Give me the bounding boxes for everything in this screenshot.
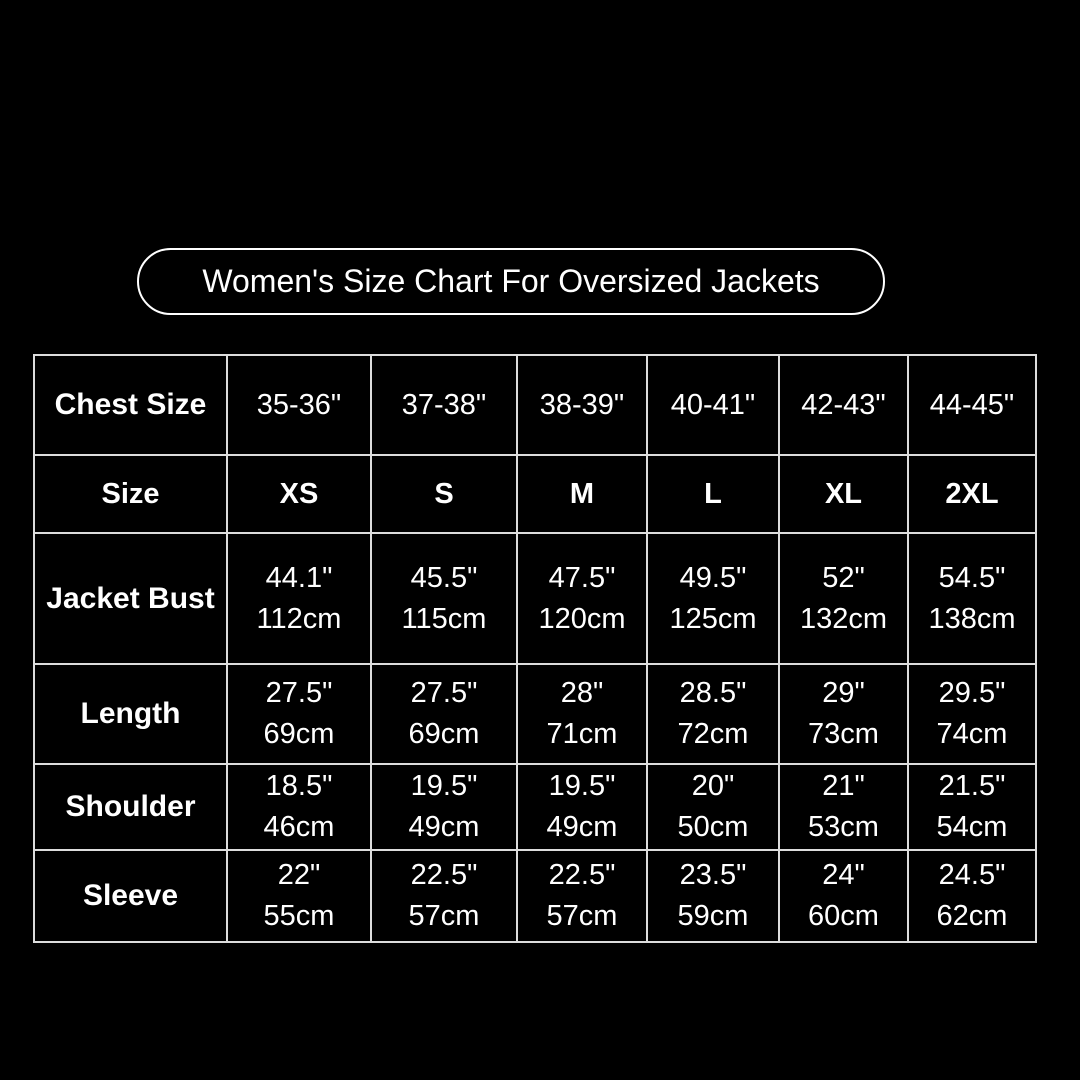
- value-inches: 22.5": [410, 859, 478, 891]
- table-cell: 44.1" 112cm: [226, 532, 372, 665]
- value-cm: 69cm: [263, 718, 335, 750]
- value-cm: 120cm: [538, 602, 626, 635]
- table-cell: S: [370, 454, 518, 534]
- table-cell: 40-41": [646, 354, 780, 456]
- value-cm: 53cm: [808, 811, 879, 843]
- value-inches: 19.5": [548, 770, 616, 802]
- row-header: Shoulder: [33, 763, 228, 851]
- value-cm: 49cm: [546, 811, 618, 843]
- table-cell: 24" 60cm: [778, 849, 909, 943]
- value-cm: 125cm: [669, 602, 757, 635]
- table-row-size: Size XS S M L XL 2XL: [33, 454, 1037, 534]
- chart-title: Women's Size Chart For Oversized Jackets: [137, 248, 885, 315]
- table-cell: 38-39": [516, 354, 648, 456]
- value-cm: 115cm: [401, 602, 487, 635]
- table-cell: 54.5" 138cm: [907, 532, 1037, 665]
- value-inches: 27.5": [265, 677, 333, 709]
- row-header: Length: [33, 663, 228, 765]
- table-cell: M: [516, 454, 648, 534]
- table-cell: 35-36": [226, 354, 372, 456]
- table-cell: 18.5" 46cm: [226, 763, 372, 851]
- value-cm: 71cm: [546, 718, 618, 750]
- table-row: Sleeve 22" 55cm 22.5" 57cm 22.5" 57cm 23.5" 59cm…: [33, 849, 1037, 943]
- value-cm: 73cm: [808, 718, 879, 750]
- table-cell: 27.5" 69cm: [370, 663, 518, 765]
- value-inches: 54.5": [938, 561, 1006, 594]
- value-cm: 50cm: [677, 811, 749, 843]
- table-cell: 21.5" 54cm: [907, 763, 1037, 851]
- value-inches: 45.5": [410, 561, 478, 594]
- table-cell: 22" 55cm: [226, 849, 372, 943]
- value-inches: 29.5": [938, 677, 1006, 709]
- table-row: Shoulder 18.5" 46cm 19.5" 49cm 19.5" 49cm 20" 50…: [33, 763, 1037, 851]
- table-cell: 49.5" 125cm: [646, 532, 780, 665]
- table-cell: 24.5" 62cm: [907, 849, 1037, 943]
- table-cell: 28" 71cm: [516, 663, 648, 765]
- table-cell: 27.5" 69cm: [226, 663, 372, 765]
- table-cell: 42-43": [778, 354, 909, 456]
- table-cell: 22.5" 57cm: [370, 849, 518, 943]
- table-row-chest-size: Chest Size 35-36" 37-38" 38-39" 40-41" 42-43"…: [33, 354, 1037, 456]
- value-inches: 52": [822, 561, 865, 594]
- value-inches: 22": [277, 859, 321, 891]
- value-cm: 49cm: [408, 811, 480, 843]
- value-cm: 54cm: [936, 811, 1008, 843]
- value-inches: 28.5": [679, 677, 747, 709]
- value-inches: 49.5": [679, 561, 747, 594]
- value-inches: 28": [560, 677, 604, 709]
- value-cm: 74cm: [936, 718, 1008, 750]
- value-inches: 24": [822, 859, 865, 891]
- table-row: Jacket Bust 44.1" 112cm 45.5" 115cm 47.5" 120c…: [33, 532, 1037, 665]
- table-cell: 29.5" 74cm: [907, 663, 1037, 765]
- value-inches: 19.5": [410, 770, 478, 802]
- value-cm: 55cm: [263, 900, 335, 932]
- table-cell: 19.5" 49cm: [516, 763, 648, 851]
- table-cell: 45.5" 115cm: [370, 532, 518, 665]
- value-inches: 21": [822, 770, 865, 802]
- table-cell: 23.5" 59cm: [646, 849, 780, 943]
- value-inches: 18.5": [265, 770, 333, 802]
- row-header: Chest Size: [33, 354, 228, 456]
- table-cell: 22.5" 57cm: [516, 849, 648, 943]
- value-inches: 22.5": [548, 859, 616, 891]
- value-cm: 72cm: [677, 718, 749, 750]
- value-inches: 21.5": [938, 770, 1006, 802]
- table-cell: 47.5" 120cm: [516, 532, 648, 665]
- value-cm: 57cm: [546, 900, 618, 932]
- value-inches: 23.5": [679, 859, 747, 891]
- table-cell: 20" 50cm: [646, 763, 780, 851]
- value-cm: 112cm: [256, 602, 342, 635]
- value-inches: 24.5": [938, 859, 1006, 891]
- table-cell: L: [646, 454, 780, 534]
- value-inches: 44.1": [265, 561, 333, 594]
- table-cell: 21" 53cm: [778, 763, 909, 851]
- row-header: Size: [33, 454, 228, 534]
- table-cell: 2XL: [907, 454, 1037, 534]
- value-cm: 46cm: [263, 811, 335, 843]
- value-cm: 57cm: [408, 900, 480, 932]
- table-cell: XL: [778, 454, 909, 534]
- value-inches: 47.5": [548, 561, 616, 594]
- value-cm: 62cm: [936, 900, 1008, 932]
- table-cell: 19.5" 49cm: [370, 763, 518, 851]
- value-cm: 132cm: [799, 602, 888, 635]
- table-row: Length 27.5" 69cm 27.5" 69cm 28" 71cm 28.5" 72cm…: [33, 663, 1037, 765]
- value-cm: 60cm: [808, 900, 879, 932]
- table-cell: XS: [226, 454, 372, 534]
- value-inches: 20": [691, 770, 735, 802]
- row-header: Sleeve: [33, 849, 228, 943]
- table-cell: 29" 73cm: [778, 663, 909, 765]
- table-cell: 28.5" 72cm: [646, 663, 780, 765]
- table-cell: 52" 132cm: [778, 532, 909, 665]
- value-inches: 29": [822, 677, 865, 709]
- table-cell: 44-45": [907, 354, 1037, 456]
- value-cm: 59cm: [677, 900, 749, 932]
- value-cm: 69cm: [408, 718, 480, 750]
- row-header: Jacket Bust: [33, 532, 228, 665]
- value-inches: 27.5": [410, 677, 478, 709]
- value-cm: 138cm: [928, 602, 1016, 635]
- table-cell: 37-38": [370, 354, 518, 456]
- size-chart-table: Chest Size 35-36" 37-38" 38-39" 40-41" 42-43"…: [33, 354, 1037, 943]
